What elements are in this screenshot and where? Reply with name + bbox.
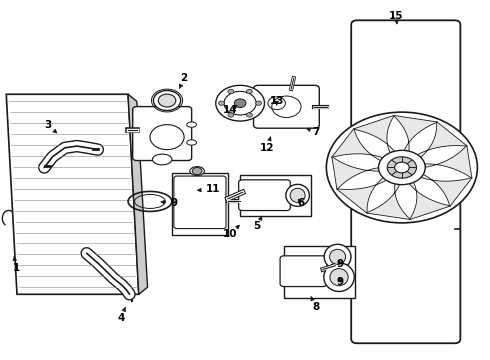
- Polygon shape: [423, 145, 472, 179]
- Text: 9: 9: [337, 259, 343, 269]
- Circle shape: [378, 150, 425, 185]
- FancyBboxPatch shape: [239, 180, 290, 211]
- FancyBboxPatch shape: [351, 20, 460, 343]
- Text: 10: 10: [223, 225, 239, 239]
- Text: 7: 7: [306, 127, 319, 137]
- Text: 8: 8: [311, 297, 319, 312]
- Circle shape: [234, 99, 246, 108]
- Polygon shape: [393, 115, 438, 152]
- Polygon shape: [419, 174, 472, 207]
- Circle shape: [256, 101, 262, 105]
- Polygon shape: [332, 129, 384, 161]
- Circle shape: [192, 167, 202, 175]
- FancyBboxPatch shape: [253, 85, 319, 128]
- Bar: [284, 246, 355, 298]
- Text: 9: 9: [161, 198, 178, 208]
- Circle shape: [387, 157, 416, 178]
- Polygon shape: [353, 115, 395, 154]
- FancyBboxPatch shape: [133, 107, 192, 161]
- FancyBboxPatch shape: [280, 256, 327, 287]
- Ellipse shape: [324, 263, 354, 292]
- Polygon shape: [337, 177, 388, 213]
- Circle shape: [246, 89, 252, 94]
- Text: 6: 6: [297, 198, 305, 208]
- Circle shape: [326, 112, 477, 223]
- Ellipse shape: [324, 244, 351, 269]
- Text: 13: 13: [270, 96, 284, 107]
- Polygon shape: [128, 94, 147, 294]
- Text: 11: 11: [197, 184, 220, 194]
- Text: 3: 3: [44, 120, 57, 133]
- Polygon shape: [366, 183, 411, 220]
- Circle shape: [216, 85, 265, 121]
- Circle shape: [246, 113, 252, 117]
- FancyBboxPatch shape: [174, 176, 226, 229]
- Polygon shape: [332, 157, 381, 190]
- Text: 1: 1: [12, 257, 20, 273]
- Circle shape: [158, 94, 176, 107]
- Ellipse shape: [330, 269, 348, 286]
- Text: 4: 4: [117, 307, 125, 323]
- Ellipse shape: [152, 154, 172, 165]
- Ellipse shape: [286, 184, 309, 206]
- Ellipse shape: [330, 249, 345, 264]
- Ellipse shape: [187, 122, 196, 127]
- Text: 15: 15: [389, 11, 403, 24]
- Text: 12: 12: [260, 137, 274, 153]
- Polygon shape: [409, 181, 451, 220]
- Circle shape: [153, 90, 181, 111]
- Ellipse shape: [190, 167, 204, 176]
- Text: 2: 2: [179, 73, 188, 89]
- Circle shape: [219, 101, 224, 105]
- Polygon shape: [6, 94, 139, 294]
- Ellipse shape: [290, 188, 305, 202]
- Polygon shape: [416, 122, 467, 158]
- Circle shape: [394, 162, 409, 173]
- Text: 14: 14: [223, 105, 238, 115]
- Bar: [172, 173, 228, 235]
- Circle shape: [224, 91, 256, 115]
- Text: 9: 9: [337, 277, 343, 287]
- Ellipse shape: [187, 140, 196, 145]
- Circle shape: [228, 89, 234, 94]
- Text: 5: 5: [253, 216, 262, 231]
- Circle shape: [228, 113, 234, 117]
- Bar: [240, 175, 311, 216]
